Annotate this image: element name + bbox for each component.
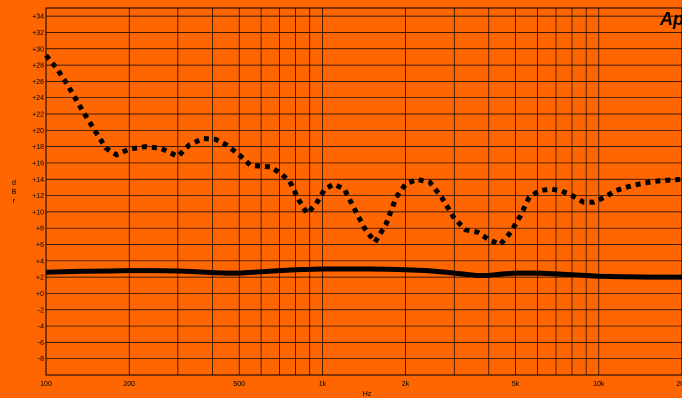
tick-labels: +34 +32 +30 +28 +26 +24 +22 +20 +18 +16 +14 +12 +10 +… <box>32 14 682 388</box>
series-lines <box>44 53 682 280</box>
x-tick-label: 10k <box>593 381 605 388</box>
x-tick-label: 20k <box>676 381 682 388</box>
x-tick-label: 100 <box>40 381 52 388</box>
y-tick-label: -6 <box>38 340 44 347</box>
y-tick-label: +14 <box>32 177 44 184</box>
y-tick-label: +24 <box>32 95 44 102</box>
y-tick-label: +10 <box>32 209 44 216</box>
x-tick-label: 200 <box>123 381 135 388</box>
y-tick-label: +16 <box>32 160 44 167</box>
y-tick-label: +34 <box>32 14 44 21</box>
y-tick-label: -8 <box>38 356 44 363</box>
x-axis-label: Hz <box>363 391 372 398</box>
plot-frame <box>45 7 682 376</box>
y-tick-label: +8 <box>36 226 44 233</box>
y-tick-label: -2 <box>38 307 44 314</box>
y-tick-label: +30 <box>32 46 44 53</box>
y-tick-label: -4 <box>38 324 44 331</box>
x-tick-label: 500 <box>233 381 245 388</box>
y-tick-label: +12 <box>32 193 44 200</box>
x-tick-label: 5k <box>512 381 520 388</box>
y-tick-label: +28 <box>32 63 44 70</box>
y-tick-label: +18 <box>32 144 44 151</box>
ap-logo: Ap <box>659 9 682 29</box>
y-tick-label: +26 <box>32 79 44 86</box>
y-tick-label: +4 <box>36 258 44 265</box>
x-tick-label: 2k <box>402 381 410 388</box>
y-tick-label: +0 <box>36 291 44 298</box>
plot-area <box>46 8 682 375</box>
series-solid-line <box>45 266 682 280</box>
y-axis-label-char: d <box>12 180 16 187</box>
y-tick-label: +2 <box>36 275 44 282</box>
y-tick-label: +22 <box>32 112 44 119</box>
y-axis-label-char: r <box>13 198 16 205</box>
series-dotted-line <box>44 53 682 248</box>
y-axis-label-char: B <box>12 189 17 196</box>
x-tick-label: 1k <box>319 381 327 388</box>
y-tick-label: +6 <box>36 242 44 249</box>
y-tick-label: +20 <box>32 128 44 135</box>
y-tick-label: +32 <box>32 30 44 37</box>
